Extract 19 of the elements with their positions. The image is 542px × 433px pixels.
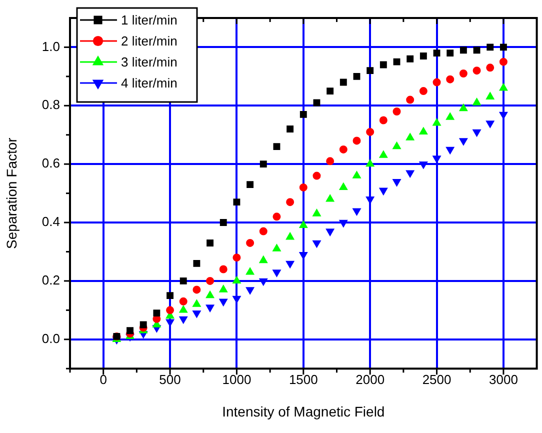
y-tick-label: 0.2 xyxy=(42,272,60,288)
legend-label: 4 liter/min xyxy=(121,76,178,91)
x-axis-title: Intensity of Magnetic Field xyxy=(222,403,385,420)
y-tick-label: 0.0 xyxy=(42,330,60,346)
y-tick-label: 0.6 xyxy=(42,156,60,171)
x-tick-label: 2500 xyxy=(422,372,452,387)
x-tick-label: 1000 xyxy=(222,372,252,387)
y-axis-title: Separation Factor xyxy=(3,137,20,249)
x-tick-label: 3000 xyxy=(488,372,518,387)
x-tick-label: 2000 xyxy=(356,372,385,387)
y-tick-label: 1.0 xyxy=(42,38,60,54)
legend-label: 1 liter/min xyxy=(121,12,178,28)
y-tick-label: 0.4 xyxy=(42,214,60,230)
x-tick-label: 0 xyxy=(100,372,107,387)
y-tick-label: 0.8 xyxy=(42,97,60,112)
x-tick-label: 500 xyxy=(159,372,181,387)
legend-label: 3 liter/min xyxy=(121,54,178,70)
x-tick-label: 1500 xyxy=(288,372,318,387)
legend-label: 2 liter/min xyxy=(121,34,178,49)
